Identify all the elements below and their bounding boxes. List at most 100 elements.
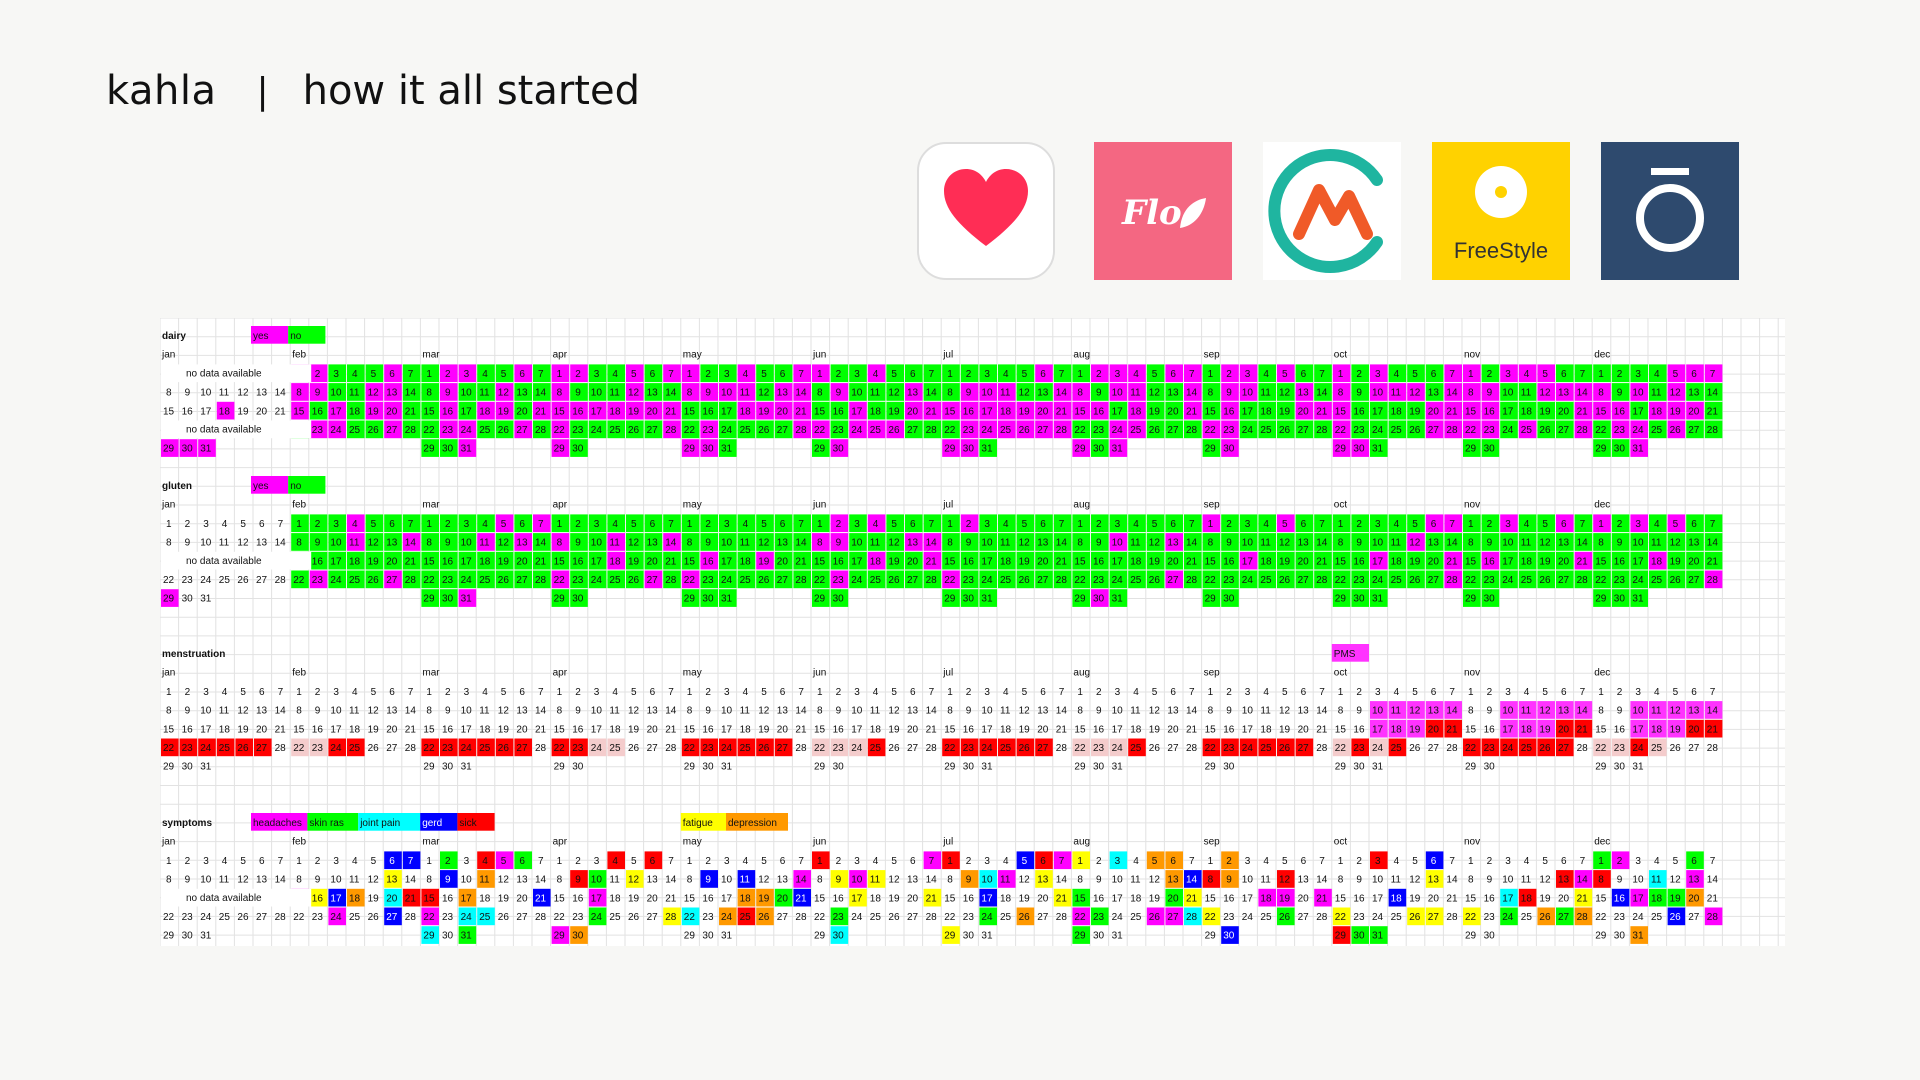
day-cell: 19 [1539, 724, 1551, 735]
day-cell: 19 [628, 556, 640, 567]
flo-icon[interactable]: Flo [1094, 142, 1232, 280]
day-cell: 10 [721, 538, 733, 549]
day-cell: 4 [1654, 687, 1660, 698]
day-cell: 3 [203, 519, 209, 530]
day-cell: 9 [1226, 388, 1232, 399]
day-cell: 11 [1391, 388, 1402, 399]
day-cell: 6 [1431, 519, 1437, 530]
day-cell: 22 [944, 425, 956, 436]
day-cell: 11 [1651, 875, 1662, 886]
day-cell: 14 [535, 538, 547, 549]
day-cell: 26 [1670, 743, 1682, 754]
day-cell: 6 [1431, 369, 1437, 380]
day-cell: 14 [795, 706, 807, 717]
freestyle-icon[interactable]: FreeStyle [1432, 142, 1570, 280]
oura-icon[interactable] [1601, 142, 1739, 280]
day-cell: 29 [554, 762, 566, 773]
day-cell: 7 [538, 369, 544, 380]
day-cell: 4 [612, 856, 618, 867]
day-cell: 16 [1093, 893, 1105, 904]
day-cell: 13 [386, 875, 398, 886]
day-cell: 4 [743, 519, 749, 530]
day-cell: 14 [1577, 538, 1589, 549]
day-cell: 14 [1056, 388, 1068, 399]
day-cell: 27 [1558, 425, 1570, 436]
day-cell: 9 [705, 388, 711, 399]
day-cell: 12 [1539, 538, 1551, 549]
day-cell: 26 [1279, 575, 1291, 586]
day-cell: 31 [721, 931, 733, 942]
day-cell: 28 [1186, 575, 1198, 586]
day-cell: 9 [1096, 875, 1102, 886]
day-cell: 22 [163, 912, 175, 923]
day-cell: 24 [591, 743, 603, 754]
day-cell: 17 [851, 724, 863, 735]
day-cell: 23 [182, 743, 194, 754]
day-cell: 31 [1632, 931, 1644, 942]
day-cell: 3 [464, 519, 470, 530]
day-cell: 9 [1487, 388, 1493, 399]
tracking-spreadsheet[interactable]: dairy yes no jan feb mar apr may jun jul aug sep oct… [160, 318, 1785, 946]
day-cell: 11 [1130, 706, 1141, 717]
day-cell: 21 [926, 556, 938, 567]
day-cell: 10 [1372, 538, 1384, 549]
day-cell: 21 [1056, 406, 1068, 417]
day-cell: 15 [1335, 724, 1347, 735]
day-cell: 9 [1096, 538, 1102, 549]
day-cell: 23 [312, 743, 324, 754]
day-cell: 10 [851, 388, 863, 399]
day-cell: 18 [1260, 724, 1272, 735]
day-cell: 22 [1595, 575, 1607, 586]
day-cell: 27 [256, 743, 268, 754]
month-label: sep [1204, 668, 1221, 679]
day-cell: 18 [349, 556, 361, 567]
day-cell: 23 [1353, 425, 1365, 436]
day-cell: 15 [423, 406, 435, 417]
day-cell: 29 [554, 931, 566, 942]
day-cell: 15 [1335, 556, 1347, 567]
day-cell: 21 [1707, 724, 1719, 735]
day-cell: 30 [1353, 444, 1365, 455]
day-cell: 28 [665, 912, 677, 923]
day-cell: 24 [721, 425, 733, 436]
day-cell: 27 [777, 425, 789, 436]
day-cell: 16 [312, 893, 324, 904]
day-cell: 18 [1130, 724, 1142, 735]
day-cell: 27 [907, 425, 919, 436]
day-cell: 16 [1093, 724, 1105, 735]
heart-icon[interactable] [917, 142, 1055, 280]
flo-label: Flo [1121, 193, 1182, 233]
day-cell: 31 [461, 931, 473, 942]
day-cell: 8 [947, 538, 953, 549]
day-cell: 27 [1298, 575, 1310, 586]
day-cell: 17 [330, 556, 342, 567]
day-cell: 6 [389, 519, 395, 530]
day-cell: 27 [907, 743, 919, 754]
day-cell: 12 [498, 875, 510, 886]
day-cell: 16 [702, 724, 714, 735]
day-cell: 23 [442, 575, 454, 586]
day-cell: 21 [926, 406, 938, 417]
day-cell: 3 [594, 519, 600, 530]
day-cell: 30 [572, 594, 584, 605]
day-cell: 12 [628, 538, 640, 549]
legend-label: yes [253, 331, 269, 342]
day-cell: 19 [1539, 893, 1551, 904]
day-cell: 12 [368, 538, 380, 549]
day-cell: 11 [870, 875, 881, 886]
day-cell: 2 [315, 369, 321, 380]
day-cell: 17 [461, 893, 473, 904]
day-cell: 3 [724, 856, 730, 867]
day-cell: 27 [516, 912, 528, 923]
day-cell: 28 [1056, 743, 1068, 754]
day-cell: 1 [1208, 687, 1214, 698]
day-cell: 12 [1409, 706, 1421, 717]
day-cell: 14 [1316, 875, 1328, 886]
day-cell: 23 [1093, 575, 1105, 586]
day-cell: 21 [1577, 406, 1589, 417]
day-cell: 28 [1316, 575, 1328, 586]
day-cell: 12 [1279, 706, 1291, 717]
day-cell: 17 [981, 556, 993, 567]
cara-icon[interactable] [1263, 142, 1401, 280]
